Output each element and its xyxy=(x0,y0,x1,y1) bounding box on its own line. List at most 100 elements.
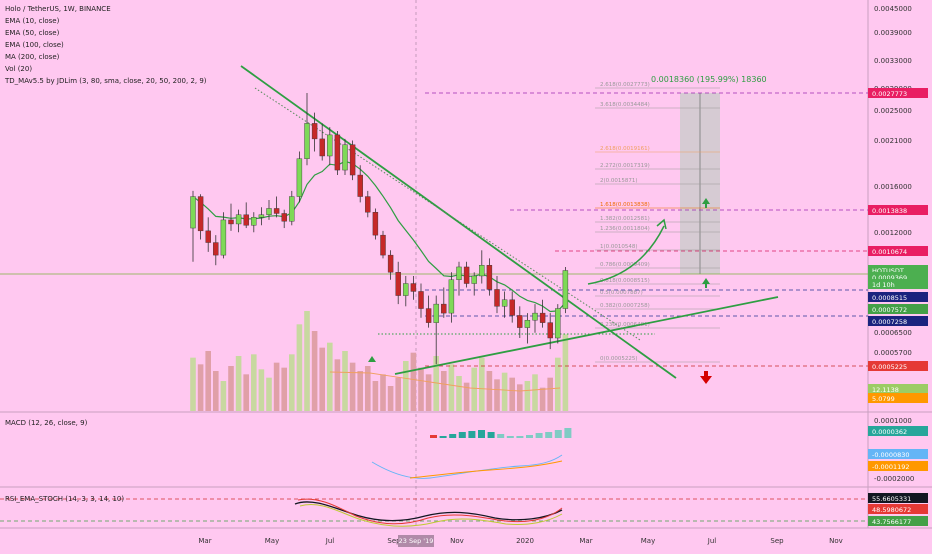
price-tag xyxy=(868,265,928,275)
candle-body xyxy=(190,196,196,229)
candle-body xyxy=(509,299,515,316)
volume-bar xyxy=(387,386,394,411)
candle-body xyxy=(243,214,249,226)
volume-bar xyxy=(266,377,272,411)
time-tick-label: May xyxy=(641,537,655,545)
volume-bar xyxy=(349,362,356,411)
candle-body xyxy=(281,213,287,222)
volume-bar xyxy=(220,381,227,411)
macd-tick-label: -0.0002000 xyxy=(874,475,914,483)
volume-bar xyxy=(441,371,447,411)
rsi-value-tag xyxy=(868,493,928,503)
signal-triangle xyxy=(368,356,376,362)
fib-level-label: 0.618(0.0008515) xyxy=(600,278,650,284)
volume-bar xyxy=(289,354,295,411)
price-tag-label: 0.0005225 xyxy=(872,363,907,371)
volume-bar xyxy=(463,382,470,411)
indicator-td: TD_MAv5.5 by JDLim (3, 80, sma, close, 2… xyxy=(4,77,207,85)
macd-value-label: -0.0000830 xyxy=(872,451,910,459)
price-tag-label: 0.0009369 xyxy=(872,274,907,282)
time-tick-label: 2020 xyxy=(516,537,534,545)
candle-body xyxy=(403,283,409,296)
price-tick-label: 0.0006500 xyxy=(874,329,912,337)
volume-bar xyxy=(281,367,287,411)
volume-bar xyxy=(433,356,439,411)
volume-bar xyxy=(311,331,318,411)
price-tag xyxy=(868,393,928,403)
price-tick-label: 0.0005700 xyxy=(874,349,912,357)
indicator-volume: Vol (20) xyxy=(5,65,32,73)
indicator-ema50: EMA (50, close) xyxy=(5,29,60,37)
candle-body xyxy=(266,208,272,215)
price-tag-label: HOTUSDT xyxy=(872,267,904,275)
time-tick-label: Nov xyxy=(450,537,464,545)
macd-histogram-bar xyxy=(458,432,466,438)
fib-level-label: 3.618(0.0034484) xyxy=(600,102,650,108)
volume-bar xyxy=(357,371,363,411)
volume-bar xyxy=(562,334,569,411)
indicator-ma200: MA (200, close) xyxy=(5,53,60,61)
volume-bar xyxy=(410,352,417,411)
volume-bar xyxy=(448,364,455,411)
price-tag xyxy=(868,384,928,394)
fib-level-label: 1.236(0.0011804) xyxy=(600,226,650,232)
fib-level-label: 1.618(0.0013838) xyxy=(600,202,650,208)
candle-body xyxy=(456,266,462,280)
price-tag xyxy=(868,316,928,326)
macd-value-label: 0.0000362 xyxy=(872,428,907,436)
candle-body xyxy=(228,219,234,225)
candle-body xyxy=(479,265,485,277)
macd-histogram-bar xyxy=(554,430,562,438)
macd-histogram-bar xyxy=(487,432,495,438)
volume-bar xyxy=(380,374,386,411)
volume-bar xyxy=(251,354,257,411)
candle-body xyxy=(220,219,227,256)
rsi-value-label: 43.7566177 xyxy=(872,518,911,526)
macd-tick-label: 0.0001000 xyxy=(874,417,912,425)
price-tag xyxy=(868,272,928,282)
candle-body xyxy=(387,254,394,273)
candle-body xyxy=(486,265,493,290)
volume-bar xyxy=(456,376,462,411)
price-tag xyxy=(868,246,928,256)
rsi-line xyxy=(294,501,563,522)
volume-bar xyxy=(471,367,477,411)
price-tag-label: 0.0008515 xyxy=(872,294,907,302)
candle-body xyxy=(357,174,363,197)
volume-bar xyxy=(296,324,303,411)
macd-histogram-bar xyxy=(564,428,572,438)
volume-bar xyxy=(425,374,432,411)
candle-body xyxy=(547,322,553,339)
macd-title: MACD (12, 26, close, 9) xyxy=(5,419,88,427)
macd-value-tag xyxy=(868,461,928,471)
candle-body xyxy=(334,134,341,171)
volume-bar xyxy=(403,361,409,411)
rsi-value-tag xyxy=(868,504,928,514)
candle-body xyxy=(517,315,523,328)
candle-body xyxy=(251,217,257,226)
macd-histogram-bar xyxy=(478,430,485,438)
volume-bar xyxy=(539,387,546,411)
volume-bar xyxy=(418,367,424,411)
macd-histogram-bar xyxy=(439,436,447,438)
price-tick-label: 0.0021000 xyxy=(874,137,912,145)
volume-bar xyxy=(304,311,310,411)
stoch-d-line xyxy=(299,504,563,527)
volume-bar xyxy=(494,379,500,411)
macd-histogram-bar xyxy=(526,435,533,438)
rsi-value-label: 55.6605331 xyxy=(872,495,911,503)
fib-level-label: 0.236(0.0006481) xyxy=(600,322,650,328)
price-tag xyxy=(868,88,928,98)
candle-body xyxy=(562,270,569,309)
up-arrow-marker xyxy=(702,198,710,208)
volume-bar xyxy=(197,364,204,411)
rsi-title: RSI_EMA_STOCH (14, 3, 3, 14, 10) xyxy=(5,495,124,503)
candle-body xyxy=(205,230,211,243)
candle-body xyxy=(433,303,439,323)
down-arrow-marker xyxy=(700,371,712,384)
price-tag-label: 1d 10h xyxy=(872,281,895,289)
volume-bar xyxy=(395,377,401,411)
price-tick-label: 0.0033000 xyxy=(874,57,912,65)
price-tick-label: 0.0039000 xyxy=(874,29,912,37)
